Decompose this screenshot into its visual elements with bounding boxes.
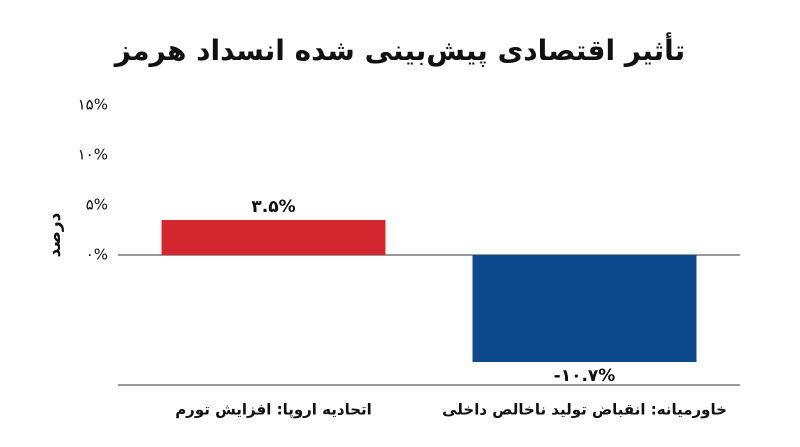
bar: [472, 255, 697, 362]
chart-title: تأثیر اقتصادی پیش‌بینی شده انسداد هرمز: [113, 32, 685, 67]
y-axis-label: درصد: [45, 212, 65, 257]
value-label: ۳.۵%: [251, 197, 295, 217]
x-tick-label: خاورمیانه: انقباض تولید ناخالص داخلی: [442, 401, 727, 419]
x-tick-label: اتحادیه اروپا: افزایش تورم: [175, 401, 372, 420]
y-tick-label: ۱۰%: [78, 146, 108, 164]
y-tick-label: ۰%: [86, 246, 108, 264]
y-tick-label: ۵%: [86, 196, 108, 214]
value-label: -۱۰.۷%: [554, 366, 616, 386]
y-tick-label: ۱۵%: [78, 96, 108, 114]
bar: [161, 220, 386, 255]
